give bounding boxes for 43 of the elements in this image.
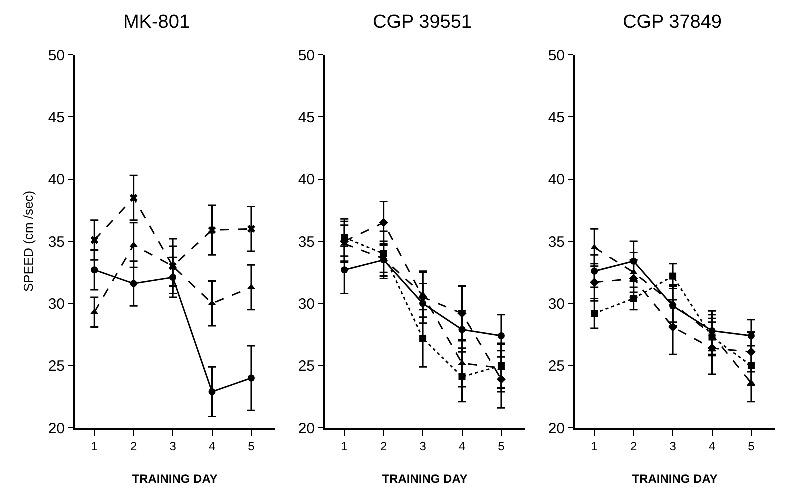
x-tick-label: 4 — [458, 439, 466, 454]
y-tick-label: 30 — [48, 296, 65, 313]
x-tick-label: 2 — [380, 439, 388, 454]
y-tick-label: 45 — [548, 109, 565, 126]
y-tick-label: 20 — [548, 420, 565, 438]
y-tick-label: 40 — [298, 172, 315, 189]
y-tick-label: 40 — [548, 172, 565, 189]
chart-title: CGP 39551 — [373, 12, 472, 34]
x-tick-label: 4 — [208, 439, 216, 454]
y-tick-label: 40 — [48, 172, 65, 189]
y-tick-label: 50 — [548, 47, 565, 64]
x-tick-label: 3 — [170, 439, 177, 454]
x-tick-label: 4 — [708, 439, 716, 454]
x-tick-label: 5 — [498, 439, 506, 454]
y-tick-label: 45 — [48, 109, 65, 126]
x-tick-label: 3 — [670, 439, 677, 454]
x-tick-label: 1 — [591, 439, 598, 454]
y-tick-label: 35 — [548, 234, 565, 251]
y-tick-label: 25 — [48, 358, 65, 376]
x-tick-label: 3 — [420, 439, 427, 454]
x-axis-title: TRAINING DAY — [132, 472, 218, 486]
chart-title: MK-801 — [123, 12, 190, 34]
x-axis-title: TRAINING DAY — [382, 472, 468, 486]
y-tick-label: 50 — [298, 47, 315, 64]
y-tick-label: 20 — [48, 420, 65, 438]
x-tick-label: 2 — [630, 439, 638, 454]
x-tick-label: 5 — [748, 439, 756, 454]
y-tick-label: 35 — [48, 234, 65, 251]
x-tick-label: 5 — [248, 439, 256, 454]
x-tick-label: 1 — [341, 439, 348, 454]
y-axis-title: SPEED (cm /sec) — [20, 190, 36, 292]
y-tick-label: 20 — [298, 420, 315, 438]
y-tick-label: 35 — [298, 234, 315, 251]
x-tick-label: 1 — [91, 439, 98, 454]
y-tick-label: 45 — [298, 109, 315, 126]
x-axis-title: TRAINING DAY — [632, 472, 718, 486]
x-tick-label: 2 — [130, 439, 138, 454]
y-tick-label: 50 — [48, 47, 65, 64]
chart-title: CGP 37849 — [623, 12, 722, 34]
y-tick-label: 30 — [298, 296, 315, 313]
y-tick-label: 25 — [298, 358, 315, 376]
y-tick-label: 30 — [548, 296, 565, 313]
y-tick-label: 25 — [548, 358, 565, 376]
